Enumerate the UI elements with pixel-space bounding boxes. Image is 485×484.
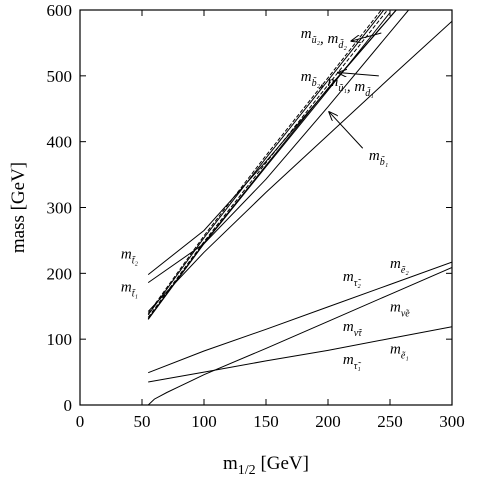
x-tick-label: 200 [315,412,341,431]
curve-tau1_e1 [148,326,452,383]
y-tick-label: 0 [64,396,73,415]
curve-labels-layer: mũ₂, md̃₂ mb̃₂, mũ₁, md̃₁ mb̃₁ mt̃₂ mt̃₁ mτ̃₂… [121,26,410,372]
lbl-nutau: mν̃τ [343,319,362,339]
lbl-t2: mt̃₂ [121,247,139,267]
lbl-b2-u1-d1: mb̃₂, mũ₁, md̃₁ [301,69,374,99]
arrow-b2-u1-d1 [338,73,379,76]
arrow-b1 [329,112,364,149]
curve-t1 [147,10,409,284]
lbl-t1: mt̃₁ [121,280,138,300]
arrow-u2-d2 [352,32,382,41]
x-tick-label: 150 [253,412,279,431]
y-tick-label: 500 [47,67,73,86]
curve-b1 [147,20,452,312]
curve-t2 [147,10,397,275]
y-axis-title: mass [GeV] [8,162,29,253]
arrows-layer [329,32,382,149]
curve-d2 [147,10,382,314]
x-axis-title: m1/2 [GeV] [223,453,309,478]
curve-b2 [147,10,388,318]
x-tick-label: 300 [439,412,465,431]
y-tick-label: 200 [47,264,73,283]
lbl-tau2: mτ̃₂ [343,269,361,289]
curve-u2 [147,10,385,316]
lbl-b1: mb̃₁ [369,148,388,168]
y-tick-label: 400 [47,133,73,152]
curve-nutau_nue [147,266,452,405]
lbl-nue: mν̃e [390,299,410,319]
y-tick-label: 300 [47,199,73,218]
x-tick-label: 250 [377,412,403,431]
curve-tau2_e2 [148,261,452,374]
lbl-u2-d2: mũ₂, md̃₂ [301,26,348,51]
y-tick-label: 100 [47,330,73,349]
curves-layer [147,10,452,405]
x-tick-label: 100 [191,412,217,431]
x-tick-label: 50 [134,412,151,431]
lbl-tau1: mτ̃₁ [343,352,361,372]
x-tick-label: 0 [76,412,85,431]
ticks-layer: 0 50 100 150 200 250 300 0 100 200 300 400 500 600 [47,1,465,431]
y-tick-label: 600 [47,1,73,20]
lbl-e1: mẽ₁ [390,341,409,361]
lbl-e2: mẽ₂ [390,256,409,276]
